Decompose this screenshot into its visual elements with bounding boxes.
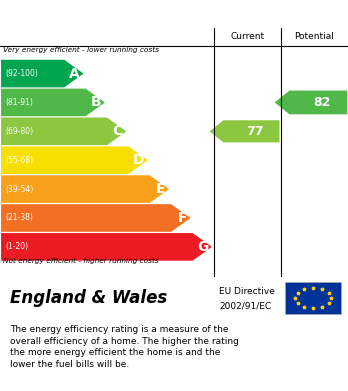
Text: Current: Current — [230, 32, 264, 41]
Text: D: D — [133, 153, 144, 167]
Polygon shape — [1, 175, 169, 203]
Text: A: A — [69, 66, 80, 81]
Text: (1-20): (1-20) — [5, 242, 28, 251]
Text: E: E — [156, 182, 166, 196]
Text: (39-54): (39-54) — [5, 185, 33, 194]
Polygon shape — [1, 233, 212, 261]
Text: (92-100): (92-100) — [5, 69, 38, 78]
Text: G: G — [197, 240, 208, 254]
Polygon shape — [1, 118, 126, 145]
Polygon shape — [1, 146, 148, 174]
Text: The energy efficiency rating is a measure of the
overall efficiency of a home. T: The energy efficiency rating is a measur… — [10, 325, 239, 369]
Polygon shape — [1, 60, 84, 87]
Bar — [285, 282, 341, 314]
Text: 82: 82 — [313, 96, 331, 109]
Polygon shape — [209, 120, 279, 142]
Text: 2002/91/EC: 2002/91/EC — [219, 302, 271, 311]
Text: (69-80): (69-80) — [5, 127, 33, 136]
Text: Very energy efficient - lower running costs: Very energy efficient - lower running co… — [3, 47, 159, 53]
Text: 77: 77 — [246, 125, 264, 138]
Text: (21-38): (21-38) — [5, 213, 33, 222]
Text: B: B — [91, 95, 102, 109]
Polygon shape — [1, 89, 105, 116]
Text: Energy Efficiency Rating: Energy Efficiency Rating — [10, 7, 232, 22]
Text: Not energy efficient - higher running costs: Not energy efficient - higher running co… — [3, 258, 159, 264]
Text: England & Wales: England & Wales — [10, 289, 168, 307]
Text: EU Directive: EU Directive — [219, 287, 275, 296]
Polygon shape — [1, 204, 191, 232]
Text: C: C — [113, 124, 123, 138]
Text: Potential: Potential — [294, 32, 334, 41]
Text: (81-91): (81-91) — [5, 98, 33, 107]
Text: (55-68): (55-68) — [5, 156, 33, 165]
Polygon shape — [275, 91, 347, 114]
Text: F: F — [177, 211, 187, 225]
